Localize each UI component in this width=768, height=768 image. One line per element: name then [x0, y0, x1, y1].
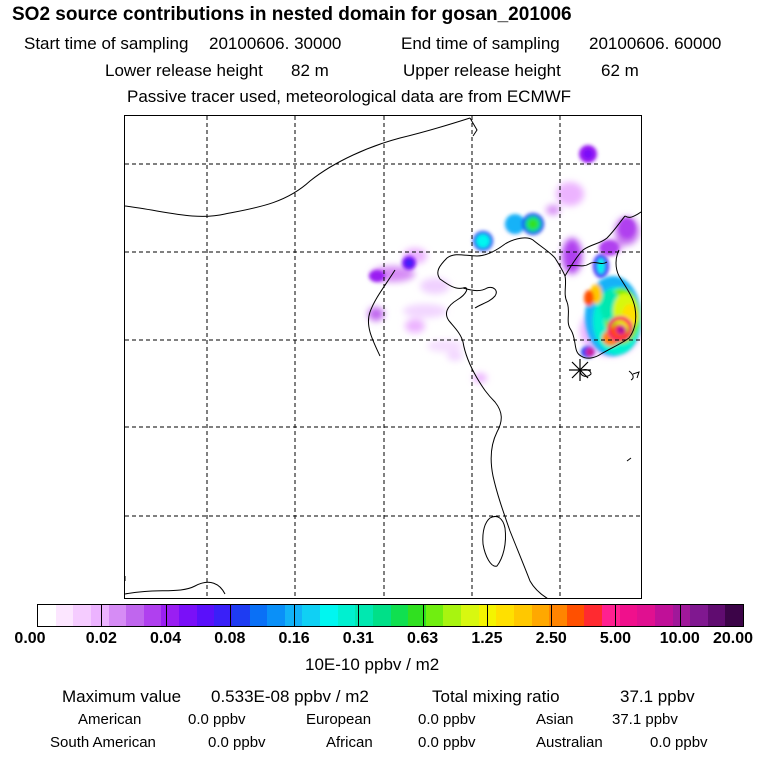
upper-height-label: Upper release height: [403, 61, 561, 80]
total-mixing-value: 37.1 ppbv: [620, 687, 695, 706]
colorbar-swatch: [496, 605, 514, 626]
colorbar-tick-label: 1.25: [471, 630, 503, 647]
colorbar-swatch: [443, 605, 461, 626]
colorbar-swatch: [584, 605, 602, 626]
colorbar-units: 10E-10 ppbv / m2: [305, 655, 440, 674]
colorbar-swatch: [531, 605, 550, 626]
colorbar-swatch: [55, 605, 74, 626]
region-name: African: [326, 734, 373, 751]
end-time-label: End time of sampling: [401, 34, 560, 53]
colorbar-divider: [229, 604, 231, 627]
colorbar-tick-label: 0.02: [85, 630, 117, 647]
colorbar-swatch: [372, 605, 391, 626]
region-name: European: [306, 711, 372, 728]
colorbar-swatch: [73, 605, 91, 626]
colorbar-swatch: [513, 605, 532, 626]
start-time-value: 20100606. 30000: [209, 34, 342, 53]
colorbar-tick-label: 10.00: [659, 630, 700, 647]
region-name: Australian: [536, 734, 603, 751]
colorbar-swatch: [549, 605, 567, 626]
region-value: 0.0 ppbv: [208, 734, 266, 751]
colorbar-swatch: [108, 605, 127, 626]
colorbar-swatch: [425, 605, 444, 626]
colorbar-swatch: [284, 605, 303, 626]
colorbar-divider: [422, 604, 424, 627]
colorbar-tick-label: 20.00: [712, 630, 754, 647]
upper-height-value: 62 m: [601, 61, 639, 80]
tracer-note: Passive tracer used, meteorological data…: [127, 87, 572, 106]
colorbar-swatch: [302, 605, 320, 626]
colorbar-tick-label: 0.00: [14, 630, 46, 647]
region-value: 0.0 ppbv: [188, 711, 246, 728]
colorbar-swatch: [90, 605, 109, 626]
max-value: 0.533E-08 ppbv / m2: [211, 687, 369, 706]
region-name: South American: [50, 734, 156, 751]
colorbar-tick-label: 0.31: [342, 630, 374, 647]
colorbar-swatch: [637, 605, 655, 626]
colorbar-swatch: [249, 605, 268, 626]
colorbar-swatch: [690, 605, 708, 626]
colorbar-swatch: [602, 605, 620, 626]
total-mixing-label: Total mixing ratio: [432, 687, 560, 706]
colorbar-swatch: [126, 605, 144, 626]
lat-lon-grid: [125, 116, 641, 598]
start-time-label: Start time of sampling: [24, 34, 189, 53]
colorbar-tick-label: 0.16: [278, 630, 310, 647]
lower-height-value: 82 m: [291, 61, 329, 80]
coastlines: [125, 117, 641, 598]
colorbar-swatch: [461, 605, 479, 626]
colorbar-swatch: [654, 605, 673, 626]
lower-height-label: Lower release height: [105, 61, 263, 80]
colorbar-swatch: [161, 605, 179, 626]
max-value-label: Maximum value: [62, 687, 182, 706]
concentration-plume-high: [581, 218, 641, 358]
colorbar-swatch: [672, 605, 691, 626]
colorbar-swatch: [408, 605, 426, 626]
colorbar-swatch: [179, 605, 197, 626]
region-name: American: [78, 711, 142, 728]
colorbar-divider: [679, 604, 681, 627]
colorbar-swatch: [725, 605, 743, 626]
colorbar-divider: [294, 604, 296, 627]
colorbar-tick-label: 5.00: [599, 630, 632, 647]
receptor-star-marker: [569, 359, 591, 381]
colorbar-swatch: [143, 605, 162, 626]
colorbar-swatch: [267, 605, 285, 626]
colorbar-swatch: [214, 605, 232, 626]
colorbar-divider: [486, 604, 488, 627]
region-value: 0.0 ppbv: [650, 734, 708, 751]
region-value: 0.0 ppbv: [418, 711, 476, 728]
colorbar-tick-label: 0.08: [214, 630, 246, 647]
colorbar-divider: [101, 604, 103, 627]
colorbar-swatch: [390, 605, 409, 626]
map-canvas: [125, 116, 641, 598]
colorbar-swatch: [38, 605, 56, 626]
colorbar-swatch: [196, 605, 215, 626]
colorbar-swatch: [337, 605, 356, 626]
colorbar-tick-label: 0.63: [407, 630, 439, 647]
colorbar-swatch: [619, 605, 638, 626]
colorbar-tick-label: 0.04: [149, 630, 182, 647]
map-panel: [124, 115, 642, 599]
colorbar-swatch: [320, 605, 338, 626]
colorbar-swatch: [707, 605, 726, 626]
region-value: 0.0 ppbv: [418, 734, 476, 751]
colorbar: [37, 604, 744, 627]
end-time-value: 20100606. 60000: [589, 34, 722, 53]
region-name: Asian: [536, 711, 574, 728]
colorbar-swatch: [231, 605, 250, 626]
colorbar-divider: [165, 604, 167, 627]
colorbar-divider: [358, 604, 360, 627]
colorbar-divider: [551, 604, 553, 627]
colorbar-swatch: [566, 605, 585, 626]
colorbar-tick-label: 2.50: [535, 630, 567, 647]
map-title: SO2 source contributions in nested domai…: [12, 4, 572, 25]
colorbar-swatch: [355, 605, 373, 626]
concentration-plume-mid: [369, 145, 609, 282]
colorbar-divider: [615, 604, 617, 627]
region-value: 37.1 ppbv: [612, 711, 678, 728]
